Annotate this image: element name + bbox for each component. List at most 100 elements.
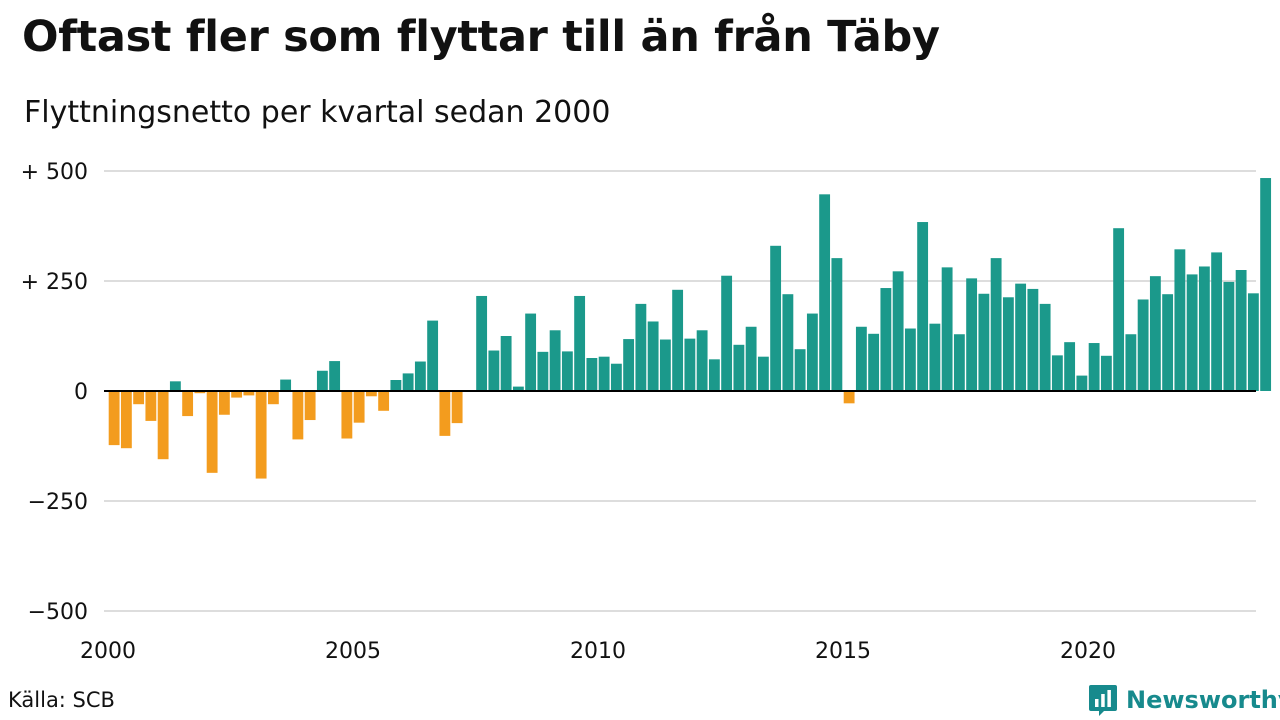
gridlines [104,170,1256,612]
bar [243,391,255,396]
bar [1039,303,1051,391]
bar [1064,342,1076,391]
source-note: Källa: SCB [8,688,115,712]
bar [647,321,659,391]
bar [255,391,267,479]
y-tick-label: + 500 [21,160,88,185]
bar [1100,355,1112,391]
bar [402,373,414,391]
bar [745,326,757,391]
bar [635,303,647,391]
bar [770,245,782,391]
x-tick-label: 2000 [80,639,136,664]
bar [120,391,132,449]
bar [108,391,120,446]
bar [133,391,145,405]
bar [218,391,230,415]
bar [182,391,194,417]
bar [1211,252,1223,391]
chart-title: Oftast fler som flyttar till än från Täb… [22,12,940,62]
bar [917,222,929,391]
bar [1076,375,1088,391]
bar [1260,178,1272,391]
bar [782,294,794,391]
x-tick-label: 2020 [1060,639,1116,664]
y-tick-label: −250 [28,490,88,515]
bar [549,330,561,391]
x-tick-label: 2015 [815,639,871,664]
bar [439,391,451,436]
chart-subtitle: Flyttningsnetto per kvartal sedan 2000 [24,95,611,130]
bar [353,391,365,423]
bar [525,313,537,391]
y-tick-label: −500 [28,600,88,625]
bar [292,391,304,440]
bar [390,380,402,391]
bar [794,349,806,391]
bar [280,379,292,391]
bar [623,339,635,391]
x-tick-label: 2010 [570,639,626,664]
bar-chart: + 500 + 250 0 −250 −500 2000 2005 2010 2015 2020 [21,160,1272,664]
bar [880,288,892,391]
bar [1088,343,1100,391]
bar [329,361,341,391]
bar [1198,266,1210,391]
bar [610,363,622,391]
bar [806,313,818,391]
bar [929,323,941,391]
x-tick-label: 2005 [325,639,381,664]
bar [1149,276,1161,391]
y-tick-label: + 250 [21,270,88,295]
bar [451,391,463,424]
bar [1247,293,1259,391]
bar [365,391,377,397]
bar [1027,288,1039,391]
bar [855,326,867,391]
bar [488,350,500,391]
bar [427,320,439,391]
bar [1051,355,1063,391]
bar [341,391,353,439]
bar [868,333,880,391]
y-tick-label: 0 [74,380,88,405]
y-tick-labels: + 500 + 250 0 −250 −500 [21,160,88,625]
bar [1137,299,1149,391]
bar [157,391,169,460]
bar [574,295,586,391]
bar [267,391,279,405]
bar [684,338,696,391]
bar [733,344,745,391]
bar [231,391,243,398]
bar [819,194,831,391]
bar [169,381,181,391]
bar [500,336,512,391]
bar [1125,334,1137,391]
bar [316,370,328,391]
bar [843,391,855,404]
bar [892,271,904,391]
bar [1113,228,1125,391]
bar [145,391,157,421]
bar [1015,283,1027,391]
bar [659,339,671,391]
x-tick-labels: 2000 2005 2010 2015 2020 [80,639,1116,664]
bar [953,334,965,391]
bar [831,258,843,391]
bar [1223,281,1235,391]
bar [990,258,1002,391]
bar [1174,249,1186,391]
bars [108,178,1272,479]
bar [586,358,598,391]
bar [194,391,206,394]
bar [1162,294,1174,391]
bar [1186,274,1198,391]
bar [941,267,953,391]
bar [206,391,218,473]
bar [561,351,573,391]
bar [721,275,733,391]
bar [414,361,426,391]
bar [1002,297,1014,391]
bar [304,391,316,421]
bar [696,330,708,391]
